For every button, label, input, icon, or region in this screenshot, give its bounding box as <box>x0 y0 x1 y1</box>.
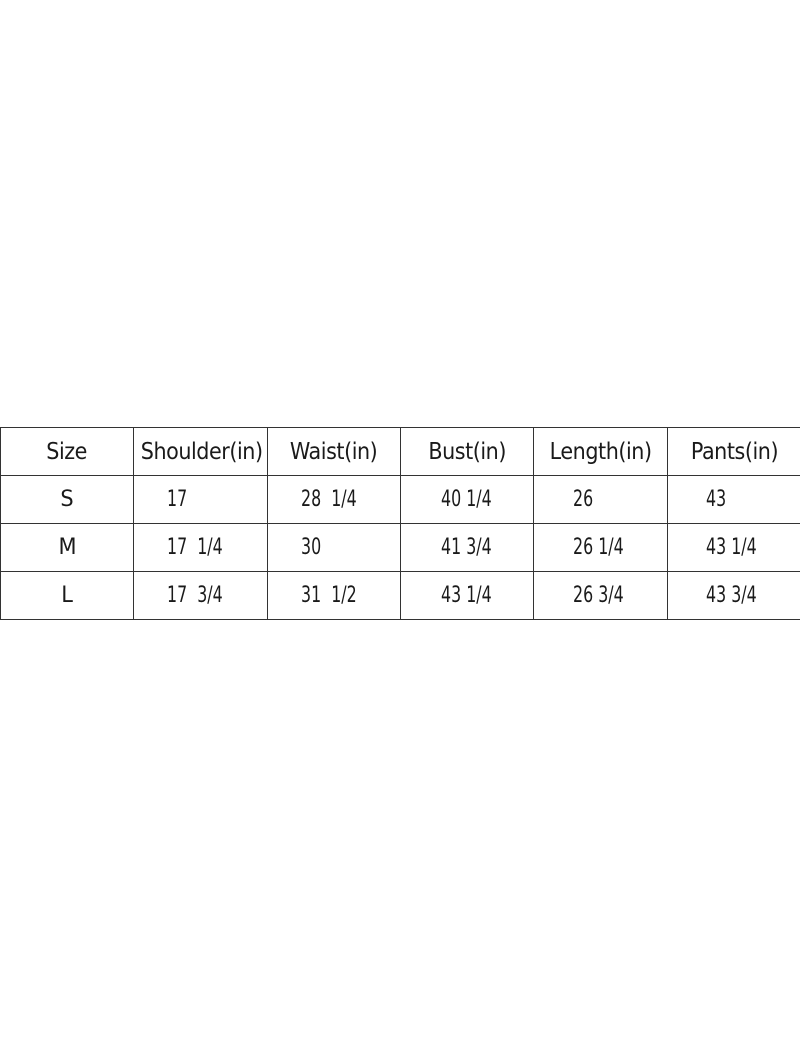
cell-bust: 40 1/4 <box>400 475 534 524</box>
cell-waist: 31 1/2 <box>267 571 401 620</box>
header-length: Length(in) <box>533 427 668 476</box>
cell-size: M <box>0 523 134 572</box>
cell-shoulder: 17 <box>133 475 268 524</box>
header-row: Size Shoulder(in) Waist(in) Bust(in) Len… <box>0 427 800 476</box>
header-pants: Pants(in) <box>667 427 800 476</box>
cell-pants: 43 3/4 <box>667 571 800 620</box>
cell-shoulder: 17 1/4 <box>133 523 268 572</box>
cell-pants: 43 1/4 <box>667 523 800 572</box>
cell-bust: 43 1/4 <box>400 571 534 620</box>
header-waist: Waist(in) <box>267 427 401 476</box>
cell-length: 26 3/4 <box>533 571 668 620</box>
cell-length: 26 1/4 <box>533 523 668 572</box>
cell-length: 26 <box>533 475 668 524</box>
cell-bust: 41 3/4 <box>400 523 534 572</box>
cell-pants: 43 <box>667 475 800 524</box>
table-row: S 17 28 1/4 40 1/4 26 43 <box>0 475 800 524</box>
size-chart-table: Size Shoulder(in) Waist(in) Bust(in) Len… <box>0 427 800 620</box>
cell-waist: 30 <box>267 523 401 572</box>
header-size: Size <box>0 427 134 476</box>
cell-size: L <box>0 571 134 620</box>
cell-size: S <box>0 475 134 524</box>
table-row: L 17 3/4 31 1/2 43 1/4 26 3/4 43 3/4 <box>0 571 800 620</box>
cell-waist: 28 1/4 <box>267 475 401 524</box>
header-bust: Bust(in) <box>400 427 534 476</box>
cell-shoulder: 17 3/4 <box>133 571 268 620</box>
header-shoulder: Shoulder(in) <box>133 427 268 476</box>
table-row: M 17 1/4 30 41 3/4 26 1/4 43 1/4 <box>0 523 800 572</box>
